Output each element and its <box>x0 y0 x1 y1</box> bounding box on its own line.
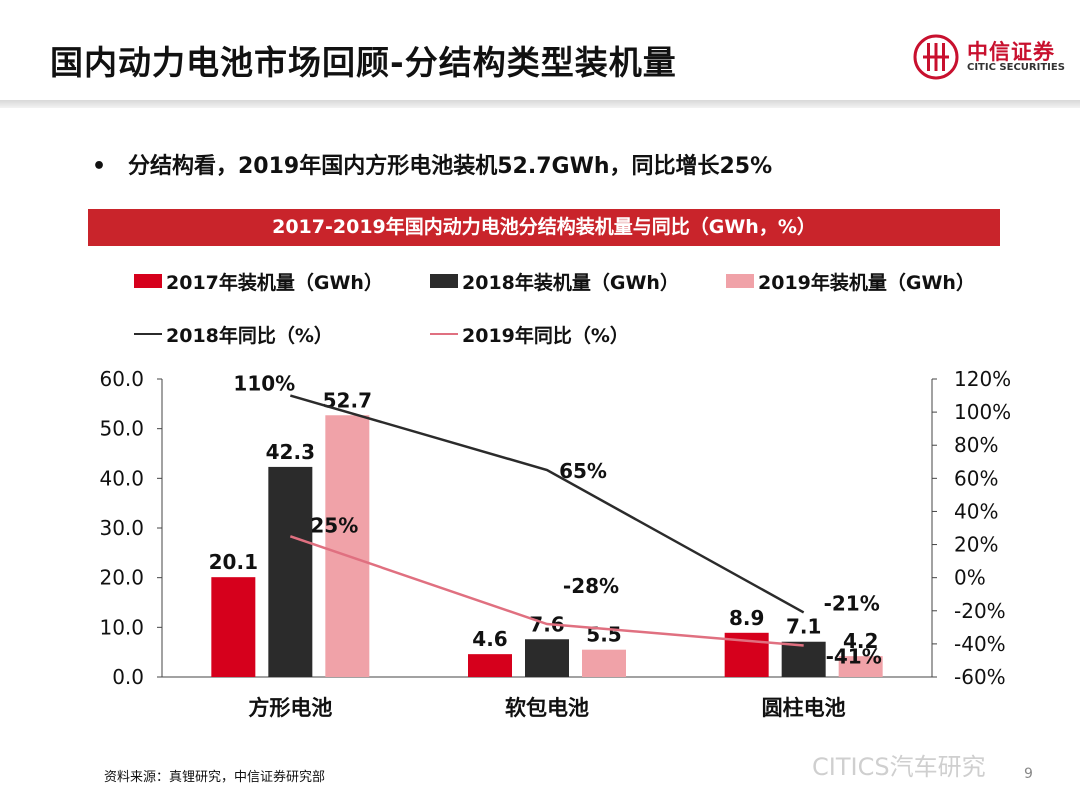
chart-title: 2017-2019年国内动力电池分结构装机量与同比（GWh，%） <box>88 209 1000 246</box>
y-left-tick-label: 50.0 <box>99 417 144 441</box>
y-right-tick-label: 40% <box>954 499 998 523</box>
y-left-tick-label: 10.0 <box>99 615 144 639</box>
legend-label: 2018年同比（%） <box>166 325 333 347</box>
bar-value-label: 42.3 <box>266 440 315 464</box>
x-tick-label: 圆柱电池 <box>762 696 846 720</box>
citic-logo-icon <box>913 34 959 80</box>
watermark: CITICS汽车研究 <box>812 753 986 781</box>
bar-value-label: 20.1 <box>209 550 258 574</box>
logo-text-cn: 中信证券 <box>967 40 1055 64</box>
y-right-tick-label: 120% <box>954 367 1011 391</box>
bullet-marker: • <box>92 154 107 179</box>
legend-label: 2019年同比（%） <box>462 325 629 347</box>
bar <box>468 654 512 677</box>
bar <box>211 577 256 677</box>
bar <box>325 415 370 677</box>
x-tick-label: 方形电池 <box>248 696 332 720</box>
y-right-tick-label: 20% <box>954 533 998 557</box>
x-tick-label: 软包电池 <box>505 696 589 720</box>
bar-value-label: 8.9 <box>729 606 764 630</box>
line-value-label: 25% <box>310 513 358 537</box>
line-value-label: -21% <box>824 591 880 615</box>
legend-line <box>430 333 458 335</box>
y-right-tick-label: 100% <box>954 400 1011 424</box>
line-value-label: -41% <box>826 645 882 669</box>
line-value-label: -28% <box>563 574 619 598</box>
series-line <box>289 535 804 647</box>
logo-text-en: CITIC SECURITIES <box>967 62 1065 73</box>
legend-swatch <box>430 274 458 288</box>
bar-value-label: 4.2 <box>843 629 878 653</box>
y-right-tick-label: 0% <box>954 566 986 590</box>
y-right-tick-label: -40% <box>954 632 1006 656</box>
bar-value-label: 7.1 <box>786 615 821 639</box>
y-right-tick-label: -20% <box>954 599 1006 623</box>
page-title: 国内动力电池市场回顾-分结构类型装机量 <box>50 43 677 82</box>
line-value-label: 110% <box>233 372 295 396</box>
legend-label: 2019年装机量（GWh） <box>758 272 975 294</box>
line-value-label: 65% <box>559 459 607 483</box>
bar <box>582 649 626 677</box>
legend-line <box>134 333 162 335</box>
bar <box>781 641 826 677</box>
legend-swatch <box>726 274 754 288</box>
bar-value-label: 52.7 <box>323 388 372 412</box>
source-note: 资料来源：真锂研究，中信证券研究部 <box>104 770 326 785</box>
y-left-tick-label: 60.0 <box>99 367 144 391</box>
y-left-tick-label: 30.0 <box>99 516 144 540</box>
bar <box>525 639 569 677</box>
y-right-tick-label: 80% <box>954 433 998 457</box>
bullet-text: 分结构看，2019年国内方形电池装机52.7GWh，同比增长25% <box>128 154 773 179</box>
y-right-tick-label: 60% <box>954 466 998 490</box>
y-left-tick-label: 20.0 <box>99 566 144 590</box>
legend-label: 2018年装机量（GWh） <box>462 272 679 294</box>
bar <box>838 656 883 677</box>
bar-value-label: 5.5 <box>586 623 621 647</box>
header: 国内动力电池市场回顾-分结构类型装机量 中信证券 CITIC SECURITIE… <box>0 0 1080 104</box>
y-left-tick-label: 40.0 <box>99 466 144 490</box>
y-left-tick-label: 0.0 <box>112 665 144 689</box>
legend-swatch <box>134 274 162 288</box>
page-number: 9 <box>1024 766 1033 782</box>
bar-value-label: 4.6 <box>472 627 507 651</box>
bullet-point: • 分结构看，2019年国内方形电池装机52.7GWh，同比增长25% <box>92 148 772 180</box>
legend-label: 2017年装机量（GWh） <box>166 272 383 294</box>
header-divider <box>0 100 1080 108</box>
y-right-tick-label: -60% <box>954 665 1006 689</box>
logo: 中信证券 CITIC SECURITIES <box>913 34 1065 84</box>
series-line <box>289 394 805 614</box>
bar <box>268 466 313 677</box>
